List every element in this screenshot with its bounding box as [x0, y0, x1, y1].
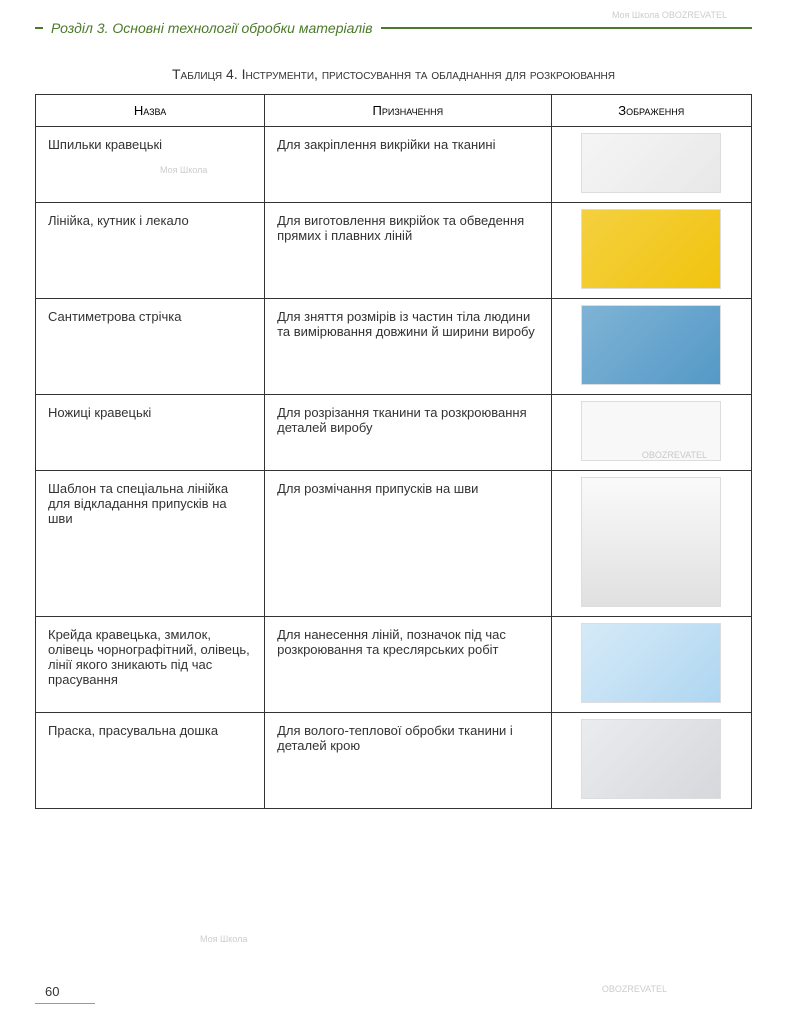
cell-name: Крейда кравецька, змилок, олівець чорног… [36, 617, 265, 713]
watermark-brand: OBOZREVATEL [602, 984, 667, 994]
table-row: Лінійка, кутник і лекалоДля виготовлення… [36, 203, 752, 299]
cell-purpose: Для розрізання тканини та розкроювання д… [265, 395, 551, 471]
tools-table: Назва Призначення Зображення Шпильки кра… [35, 94, 752, 809]
cell-image [551, 617, 752, 713]
cell-name: Шпильки кравецькі [36, 127, 265, 203]
table-row: Крейда кравецька, змилок, олівець чорног… [36, 617, 752, 713]
cell-purpose: Для розмічання припусків на шви [265, 471, 551, 617]
table-row: Шаблон та спеціальна лінійка для відклад… [36, 471, 752, 617]
cell-image [551, 713, 752, 809]
section-header: Розділ 3. Основні технології обробки мат… [35, 20, 752, 36]
cell-image [551, 127, 752, 203]
cell-name: Сантиметрова стрічка [36, 299, 265, 395]
cell-name: Праска, прасувальна дошка [36, 713, 265, 809]
table-row: Праска, прасувальна дошкаДля волого-тепл… [36, 713, 752, 809]
cell-purpose: Для волого-теплової обробки тканини і де… [265, 713, 551, 809]
cell-purpose: Для нанесення ліній, позначок під час ро… [265, 617, 551, 713]
cell-purpose: Для зняття розмірів із частин тіла людин… [265, 299, 551, 395]
watermark-brand: Моя Школа [200, 934, 247, 944]
cell-purpose: Для закріплення викрійки на тканині [265, 127, 551, 203]
table-caption: Таблиця 4. Інструменти, пристосування та… [35, 66, 752, 82]
watermark-brand: Моя Школа OBOZREVATEL [612, 10, 727, 20]
section-title: Розділ 3. Основні технології обробки мат… [43, 20, 381, 36]
cell-image [551, 299, 752, 395]
table-row: Сантиметрова стрічкаДля зняття розмірів … [36, 299, 752, 395]
cell-name: Ножиці кравецькі [36, 395, 265, 471]
col-header-purpose: Призначення [265, 95, 551, 127]
cell-name: Шаблон та спеціальна лінійка для відклад… [36, 471, 265, 617]
page-number-line [35, 1003, 95, 1004]
table-caption-prefix: Таблиця 4. [172, 66, 242, 82]
ruler-square-curve-icon [581, 209, 721, 289]
tailor-chalk-pencils-icon [581, 623, 721, 703]
header-line-left [35, 27, 43, 29]
tailor-scissors-icon [581, 401, 721, 461]
cell-image [551, 471, 752, 617]
iron-ironing-board-icon [581, 719, 721, 799]
cell-image [551, 203, 752, 299]
measuring-tape-icon [581, 305, 721, 385]
header-line-right [381, 27, 752, 29]
cell-purpose: Для виготовлення викрійок та обведення п… [265, 203, 551, 299]
cell-image [551, 395, 752, 471]
sewing-pins-icon [581, 133, 721, 193]
table-row: Шпильки кравецькіДля закріплення викрійк… [36, 127, 752, 203]
col-header-image: Зображення [551, 95, 752, 127]
seam-template-ruler-icon [581, 477, 721, 607]
table-header-row: Назва Призначення Зображення [36, 95, 752, 127]
table-row: Ножиці кравецькіДля розрізання тканини т… [36, 395, 752, 471]
table-caption-text: Інструменти, пристосування та обладнання… [242, 66, 615, 82]
page-number: 60 [45, 984, 59, 999]
cell-name: Лінійка, кутник і лекало [36, 203, 265, 299]
col-header-name: Назва [36, 95, 265, 127]
